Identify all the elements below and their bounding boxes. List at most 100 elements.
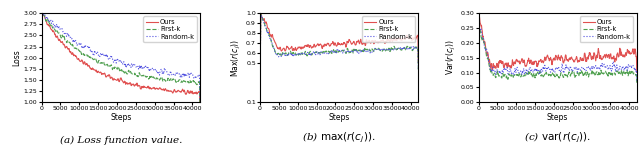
First-k — [310, 52, 317, 54]
Ours — [257, 12, 265, 14]
Ours — [605, 58, 613, 59]
Random-k — [481, 47, 488, 48]
X-axis label: Steps: Steps — [547, 113, 568, 122]
First-k — [257, 45, 264, 47]
First-k — [554, 75, 561, 77]
First-k — [257, 14, 265, 15]
Legend: Ours, First-k, Random-k: Ours, First-k, Random-k — [580, 16, 634, 42]
Ours — [528, 63, 536, 65]
Ours — [415, 61, 422, 63]
Y-axis label: Var$(r(c_j))$: Var$(r(c_j))$ — [445, 40, 458, 75]
Random-k — [40, 12, 48, 14]
First-k — [189, 80, 197, 81]
Random-k — [328, 51, 335, 53]
Random-k — [528, 69, 536, 71]
Ours — [44, 24, 51, 26]
First-k — [335, 51, 342, 52]
First-k — [328, 51, 335, 53]
Random-k — [38, 56, 46, 58]
Text: (a) Loss function value.: (a) Loss function value. — [60, 135, 182, 145]
Ours — [387, 39, 395, 40]
Line: Random-k: Random-k — [479, 28, 637, 81]
Ours — [109, 79, 116, 81]
Random-k — [310, 51, 317, 53]
Line: Random-k: Random-k — [42, 13, 200, 101]
Legend: Ours, First-k, Random-k: Ours, First-k, Random-k — [362, 16, 415, 42]
X-axis label: Steps: Steps — [328, 113, 350, 122]
Random-k — [408, 47, 416, 49]
Ours — [168, 92, 176, 93]
Random-k — [109, 59, 116, 61]
First-k — [546, 73, 554, 74]
First-k — [476, 25, 483, 26]
Random-k — [415, 69, 422, 71]
Random-k — [627, 66, 634, 68]
Random-k — [633, 80, 640, 82]
First-k — [387, 46, 395, 48]
Random-k — [196, 100, 204, 101]
Random-k — [92, 51, 99, 53]
Ours — [408, 40, 416, 41]
Random-k — [257, 46, 264, 48]
First-k — [475, 50, 483, 52]
Ours — [38, 12, 46, 14]
First-k — [605, 72, 613, 74]
Ours — [196, 109, 204, 111]
Random-k — [605, 66, 613, 67]
Ours — [262, 21, 270, 23]
First-k — [168, 79, 176, 81]
Ours — [92, 69, 99, 71]
Ours — [476, 15, 483, 17]
Legend: Ours, First-k, Random-k: Ours, First-k, Random-k — [143, 16, 196, 42]
Random-k — [546, 69, 554, 70]
Ours — [189, 92, 197, 94]
Random-k — [475, 52, 483, 53]
Ours — [627, 52, 634, 54]
Ours — [546, 58, 554, 60]
Random-k — [116, 60, 124, 62]
First-k — [528, 74, 536, 76]
First-k — [196, 103, 204, 105]
Random-k — [387, 48, 395, 50]
Ours — [481, 41, 488, 43]
Line: Ours: Ours — [42, 13, 200, 110]
Random-k — [477, 27, 484, 29]
Y-axis label: Loss: Loss — [12, 49, 20, 66]
First-k — [109, 67, 116, 69]
Ours — [116, 77, 124, 79]
X-axis label: Steps: Steps — [110, 113, 131, 122]
Line: First-k: First-k — [42, 12, 200, 104]
First-k — [262, 27, 270, 28]
Random-k — [554, 66, 561, 68]
Line: Ours: Ours — [260, 13, 419, 62]
Ours — [554, 59, 561, 61]
Line: First-k: First-k — [479, 25, 637, 83]
First-k — [415, 69, 422, 71]
Ours — [257, 45, 264, 47]
Ours — [475, 42, 483, 44]
Random-k — [335, 50, 342, 52]
First-k — [38, 11, 46, 12]
First-k — [633, 82, 640, 84]
Ours — [633, 72, 640, 73]
Random-k — [189, 77, 197, 78]
Line: Random-k: Random-k — [260, 15, 419, 70]
Ours — [310, 45, 317, 47]
First-k — [627, 72, 634, 74]
First-k — [92, 57, 99, 59]
Text: (b) $\max(r(c_j))$.: (b) $\max(r(c_j))$. — [303, 130, 376, 145]
Ours — [38, 57, 46, 59]
Random-k — [257, 14, 265, 16]
Line: Ours: Ours — [479, 16, 637, 72]
Y-axis label: Max$(r(c_j))$: Max$(r(c_j))$ — [230, 39, 243, 77]
Ours — [335, 44, 342, 46]
Text: (c) $\mathrm{var}(r(c_j))$.: (c) $\mathrm{var}(r(c_j))$. — [524, 130, 591, 145]
Line: First-k: First-k — [260, 14, 419, 70]
Ours — [328, 43, 335, 45]
First-k — [116, 69, 124, 70]
Random-k — [44, 18, 51, 20]
Random-k — [168, 73, 176, 74]
First-k — [44, 18, 51, 20]
Random-k — [262, 27, 270, 29]
First-k — [38, 55, 46, 57]
